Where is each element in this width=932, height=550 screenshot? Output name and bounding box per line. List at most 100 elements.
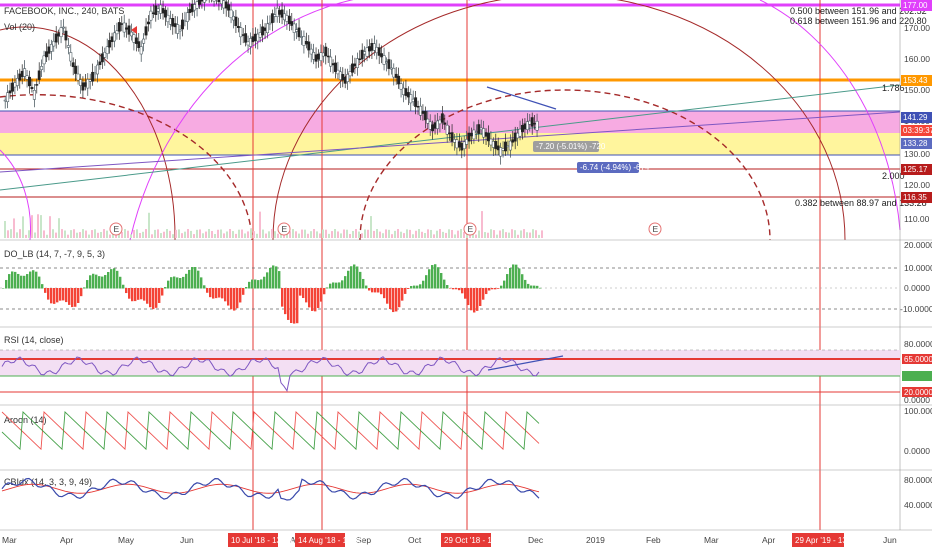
dolb-bar — [314, 288, 317, 312]
dolb-bar — [449, 288, 452, 289]
candle — [115, 22, 119, 40]
time-axis[interactable]: MarAprMayJunAugSepOctDec2019FebMarAprJun… — [2, 533, 897, 547]
candle — [69, 44, 73, 67]
volume-bar — [172, 234, 174, 238]
rsi-divergence-arrow[interactable] — [487, 355, 564, 371]
dolb-bar — [395, 288, 398, 312]
candle — [91, 63, 95, 86]
volume-bar — [157, 229, 159, 238]
price-tick: 130.00 — [904, 149, 930, 159]
earnings-event-marker[interactable]: E — [277, 222, 291, 236]
candle — [42, 50, 46, 73]
volume-bar — [517, 234, 519, 238]
volume-bar — [211, 230, 213, 238]
volume-bar — [379, 231, 381, 238]
trendline-green[interactable] — [0, 84, 901, 191]
candle — [59, 19, 63, 44]
volume-bar — [478, 230, 480, 238]
candle — [142, 33, 146, 52]
dolb-bar — [191, 267, 194, 289]
trendline-blue-arrow[interactable] — [486, 86, 557, 110]
candle — [47, 39, 51, 61]
volume-bar — [424, 233, 426, 238]
dolb-bar — [233, 288, 236, 311]
dolb-bar — [476, 288, 479, 311]
time-badge: 14 Aug '18 - 13:30 — [295, 533, 363, 547]
volume-bar — [451, 229, 453, 238]
dolb-bar — [383, 288, 386, 299]
dolb-bar — [482, 288, 485, 300]
dolb-bar — [518, 268, 521, 289]
volume-bar — [364, 229, 366, 238]
candle — [139, 40, 143, 62]
dolb-bar — [50, 288, 53, 304]
candle — [256, 28, 260, 50]
dolb-bar — [455, 288, 458, 290]
volume-bar — [349, 233, 351, 238]
price-tick: 120.00 — [904, 180, 930, 190]
dolb-bar — [389, 288, 392, 310]
candle — [64, 26, 68, 49]
volume-bar — [343, 229, 345, 238]
dolb-bar — [236, 288, 239, 309]
candle — [241, 28, 245, 44]
candle — [295, 23, 299, 40]
candle — [304, 32, 308, 49]
volume-bar — [145, 229, 147, 238]
candle — [402, 81, 405, 103]
volume-bar — [511, 229, 513, 238]
dolb-bar — [65, 288, 68, 303]
time-axis-label: May — [118, 535, 135, 545]
volume-bar — [208, 229, 210, 238]
dolb-bar — [410, 286, 413, 289]
volume-bar — [46, 234, 48, 238]
dolb-bar — [374, 288, 377, 293]
earnings-event-marker[interactable]: E — [648, 222, 662, 236]
trendline-purple[interactable] — [0, 111, 901, 173]
volume-bar — [271, 229, 273, 238]
candle — [414, 90, 418, 115]
volume-bar — [388, 229, 390, 238]
candle — [394, 67, 398, 85]
candle — [487, 125, 490, 148]
candle — [283, 5, 286, 26]
volume-bar — [253, 231, 255, 238]
candle — [234, 9, 238, 33]
candle — [389, 59, 393, 75]
volume-bar — [154, 229, 156, 238]
volume-bar — [178, 229, 180, 238]
candle — [216, 0, 217, 5]
candle — [134, 31, 138, 52]
earnings-event-marker[interactable]: E — [463, 222, 477, 236]
dolb-bar — [140, 288, 143, 300]
candle — [164, 6, 167, 26]
candle — [268, 15, 272, 31]
dolb-bar — [5, 279, 8, 289]
earnings-event-marker[interactable]: E — [109, 222, 123, 236]
dolb-bar — [74, 288, 77, 307]
candle — [331, 59, 335, 74]
volume-bar — [328, 233, 330, 238]
volume-bar — [538, 234, 540, 238]
dolb-bar — [47, 288, 50, 300]
dolb-bar — [242, 288, 245, 295]
volume-bar — [109, 234, 111, 238]
volume-bar — [274, 231, 276, 238]
candle — [443, 114, 447, 130]
volume-bar — [220, 229, 222, 238]
volume-bar — [37, 214, 39, 238]
candle — [525, 113, 529, 135]
volume-bar — [346, 229, 348, 238]
volume-bar — [94, 229, 96, 238]
svg-text:141.29: 141.29 — [903, 113, 928, 122]
volume-bar — [466, 232, 468, 238]
volume-bar — [121, 231, 123, 238]
dolb-bar — [428, 269, 431, 289]
candle — [334, 55, 337, 79]
volume-bar — [181, 233, 183, 238]
time-axis-label: Mar — [2, 535, 17, 545]
dolb-bar — [485, 288, 488, 295]
aroon-legend: Aroon (14) — [4, 415, 47, 425]
